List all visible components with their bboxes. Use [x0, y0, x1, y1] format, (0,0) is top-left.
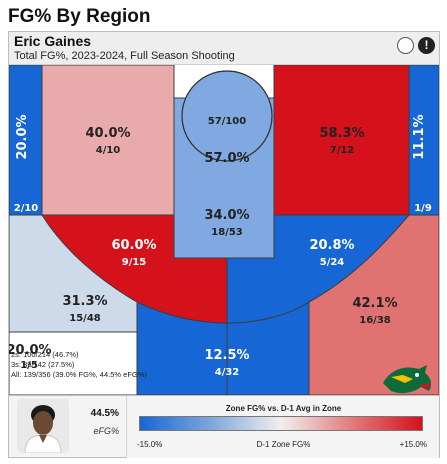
- zone-frac-left-corner-3: 2/10: [14, 203, 39, 214]
- efg-label: eFG%: [93, 426, 119, 436]
- zone-frac-left-wing-3: 15/48: [69, 313, 101, 324]
- zone-frac-paint-non-ra: 18/53: [211, 227, 243, 238]
- zone-pct-restricted-area: 57.0%: [204, 151, 249, 166]
- zone-pct-top-of-key-3: 12.5%: [204, 348, 249, 363]
- zone-pct-left-wing-3: 31.3%: [62, 294, 107, 309]
- circle-toggle-icon[interactable]: [397, 37, 414, 54]
- efg-value: 44.5%: [90, 408, 119, 419]
- zone-pct-right-wing-3: 42.1%: [352, 296, 397, 311]
- zone-right-elbow-mid: [226, 214, 411, 324]
- scale-min-label: -15.0%: [137, 440, 163, 449]
- card-header: Eric Gaines Total FG%, 2023-2024, Full S…: [9, 32, 439, 65]
- twos-stat: 2s: 100/214 (46.7%): [11, 350, 79, 359]
- zone-frac-right-mid-baseline: 7/12: [330, 145, 355, 156]
- player-headshot-icon: [24, 405, 62, 453]
- zone-frac-heave: 1/5: [20, 360, 38, 371]
- zone-layer: [9, 65, 439, 395]
- zone-frac-left-mid-baseline: 4/10: [96, 145, 121, 156]
- zone-frac-right-wing-3: 16/38: [359, 315, 391, 326]
- zone-pct-left-corner-3: 20.0%: [15, 114, 30, 159]
- avatar: [17, 399, 69, 453]
- court-lines: [181, 70, 273, 162]
- all-stat: All: 139/356 (39.0% FG%, 44.5% eFG%): [11, 370, 147, 379]
- scale-title: Zone FG% vs. D-1 Avg in Zone: [225, 404, 342, 413]
- scale-max-label: +15.0%: [399, 440, 427, 449]
- player-name: Eric Gaines: [14, 33, 92, 49]
- zone-frac-right-corner-3: 1/9: [414, 203, 432, 214]
- zone-frac-top-of-key-3: 4/32: [215, 367, 240, 378]
- zone-pct-heave: 20.0%: [9, 343, 52, 358]
- zone-pct-left-mid-baseline: 40.0%: [85, 126, 130, 141]
- restricted-area-circle: [181, 70, 273, 162]
- info-icon[interactable]: !: [418, 37, 435, 54]
- threes-stat: 3s: 39/142 (27.5%): [11, 360, 75, 369]
- zone-pct-right-mid-baseline: 58.3%: [319, 126, 364, 141]
- dragon-logo-icon: [383, 365, 432, 394]
- shot-chart-card: Eric Gaines Total FG%, 2023-2024, Full S…: [8, 31, 440, 458]
- zone-pct-right-elbow-mid: 20.8%: [309, 238, 354, 253]
- zone-frac-left-elbow-mid: 9/15: [122, 257, 147, 268]
- shot-chart: 40.0% 4/10 57.0% 57/100 34.0% 18/53 58.3% 7/12 6…: [9, 65, 439, 395]
- zone-pct-left-elbow-mid: 60.0%: [111, 238, 156, 253]
- zone-pct-right-corner-3: 11.1%: [412, 114, 427, 159]
- scale-gradient-bar: [139, 416, 423, 431]
- chart-subtitle: Total FG%, 2023-2024, Full Season Shooti…: [14, 50, 235, 62]
- zone-labels: 40.0% 4/10 57.0% 57/100 34.0% 18/53 58.3% 7/12 6…: [9, 114, 432, 378]
- zone-frac-restricted-area: 57/100: [208, 116, 246, 127]
- scale-mid-label: D-1 Zone FG%: [256, 440, 311, 449]
- color-scale-legend: Zone FG% vs. D-1 Avg in Zone -15.0% D-1 …: [126, 396, 439, 458]
- page-title: FG% By Region: [8, 6, 151, 27]
- zone-frac-right-elbow-mid: 5/24: [320, 257, 345, 268]
- footer: 44.5% eFG% Zone FG% vs. D-1 Avg in Zone …: [9, 395, 439, 458]
- zone-pct-paint-non-ra: 34.0%: [204, 208, 249, 223]
- stats-summary: 2s: 100/214 (46.7%) 3s: 39/142 (27.5%) A…: [11, 350, 147, 380]
